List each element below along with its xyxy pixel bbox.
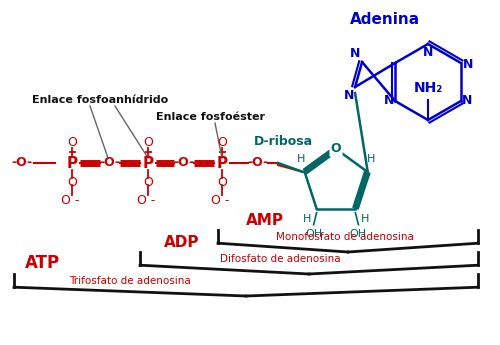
Text: -O-: -O- xyxy=(248,157,268,169)
Text: Trifosfato de adenosina: Trifosfato de adenosina xyxy=(69,276,191,286)
Text: OH: OH xyxy=(350,229,367,239)
Text: O: O xyxy=(67,137,77,149)
Text: N: N xyxy=(344,89,354,102)
Text: O -: O - xyxy=(61,195,79,207)
Text: AMP: AMP xyxy=(246,213,284,228)
Text: P: P xyxy=(142,156,154,170)
Text: N: N xyxy=(462,93,472,107)
Text: O -: O - xyxy=(211,195,229,207)
Text: N: N xyxy=(463,58,473,70)
Text: H: H xyxy=(296,154,305,164)
Text: Enlace fosfoanhídrido: Enlace fosfoanhídrido xyxy=(32,95,168,105)
Text: OH: OH xyxy=(305,229,322,239)
Text: N: N xyxy=(423,46,433,59)
Text: N: N xyxy=(350,47,360,60)
Text: H: H xyxy=(367,154,376,164)
Text: O: O xyxy=(330,142,342,156)
Text: ATP: ATP xyxy=(24,254,59,272)
Text: H: H xyxy=(303,214,312,224)
Text: NH₂: NH₂ xyxy=(414,81,442,95)
Text: O: O xyxy=(217,137,227,149)
Text: P: P xyxy=(216,156,228,170)
Text: Difosfato de adenosina: Difosfato de adenosina xyxy=(220,254,340,264)
Text: O: O xyxy=(217,177,227,189)
Text: Enlace fosfoéster: Enlace fosfoéster xyxy=(156,112,264,122)
Text: P: P xyxy=(66,156,78,170)
Text: Monofosfato de adenosina: Monofosfato de adenosina xyxy=(276,232,414,242)
Text: N: N xyxy=(384,93,394,107)
Text: -O-: -O- xyxy=(100,157,120,169)
Text: D-ribosa: D-ribosa xyxy=(254,135,312,148)
Text: O: O xyxy=(143,177,153,189)
Text: O -: O - xyxy=(137,195,155,207)
Text: -O-: -O- xyxy=(174,157,195,169)
Text: Adenina: Adenina xyxy=(350,12,420,27)
Text: ADP: ADP xyxy=(164,235,200,250)
Text: O: O xyxy=(67,177,77,189)
Text: O: O xyxy=(143,137,153,149)
Text: -O-: -O- xyxy=(12,157,32,169)
Text: H: H xyxy=(360,214,369,224)
